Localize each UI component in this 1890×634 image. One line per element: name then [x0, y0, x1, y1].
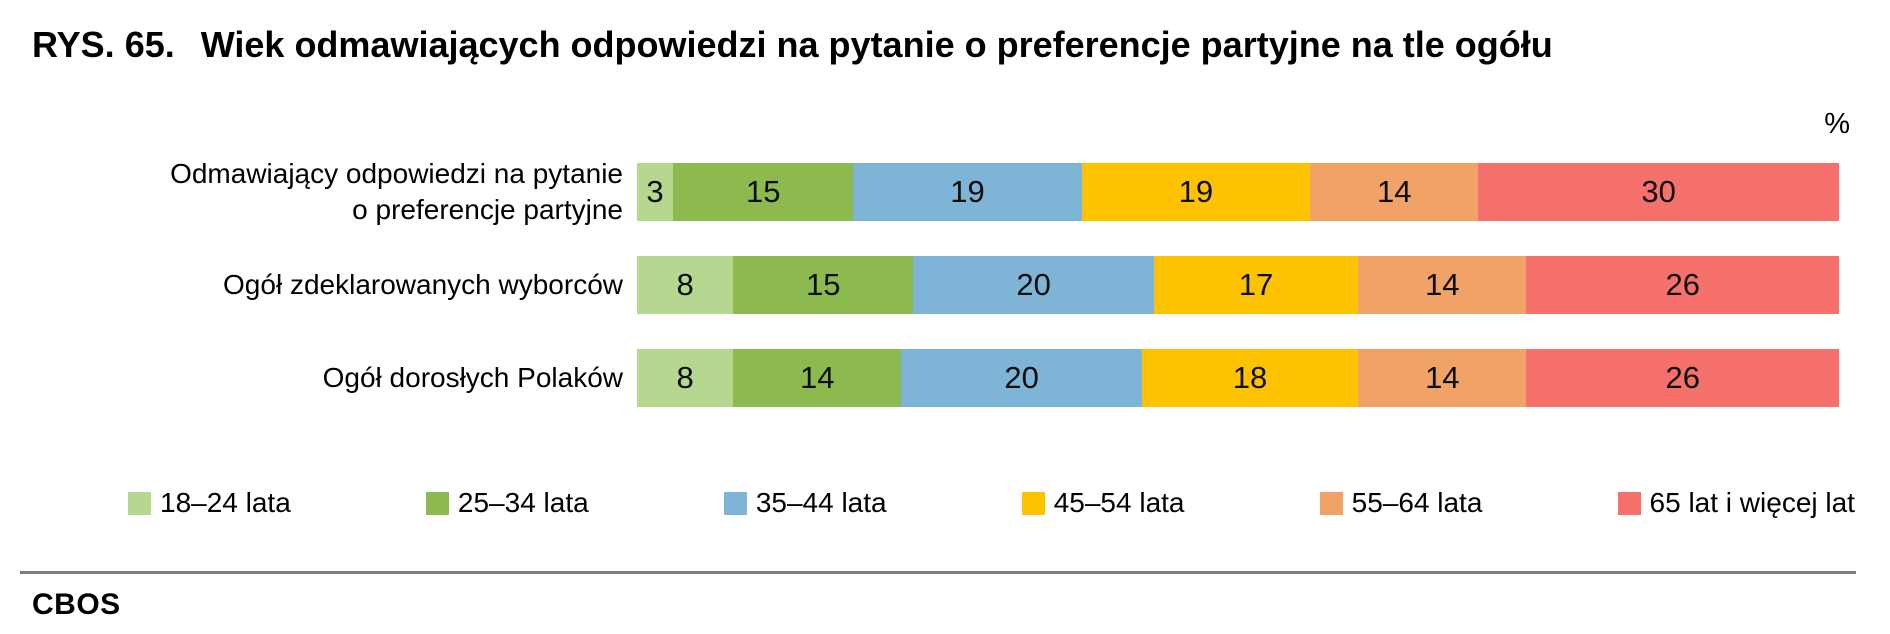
legend-swatch — [1319, 491, 1343, 515]
segment-value-label: 14 — [1425, 267, 1460, 302]
legend-label: 25–34 lata — [457, 487, 589, 518]
row-label: Ogół zdeklarowanych wyborców — [223, 269, 623, 301]
row-label: Ogół dorosłych Polaków — [322, 362, 623, 394]
bar-row: Odmawiający odpowiedzi na pytanie o pref… — [0, 158, 1890, 225]
segment-value-label: 19 — [950, 174, 985, 209]
bar-segment: 18 — [1141, 349, 1359, 407]
legend-label: 35–44 lata — [755, 487, 887, 518]
legend-item: 65 lat i więcej lat — [1617, 487, 1855, 519]
bar-segment: 14 — [1358, 256, 1527, 314]
bar-segment: 17 — [1153, 256, 1359, 314]
bar-segment: 15 — [673, 163, 854, 221]
title-text: Wiek odmawiających odpowiedzi na pytanie… — [200, 24, 1553, 65]
segment-value-label: 19 — [1178, 174, 1214, 209]
segment-value-label: 26 — [1665, 360, 1700, 395]
stacked-bar: 8 15 20 17 14 26 — [637, 256, 1839, 314]
footer-divider — [20, 571, 1856, 574]
row-label: Odmawiający odpowiedzi na pytanie o pref… — [170, 158, 623, 225]
bar-segment: 14 — [733, 349, 902, 407]
legend-item: 25–34 lata — [425, 487, 589, 519]
segment-value-label: 14 — [800, 360, 835, 395]
percent-unit-label: % — [1824, 108, 1850, 140]
segment-value-label: 30 — [1641, 174, 1676, 209]
segment-value-label: 14 — [1376, 174, 1412, 209]
bar-segment: 20 — [913, 256, 1154, 314]
bar-row: Ogół zdeklarowanych wyborców 8 15 20 17 14 26 — [0, 256, 1890, 314]
legend-item: 55–64 lata — [1319, 487, 1483, 519]
legend: 18–24 lata 25–34 lata 35–44 lata 45–54 lata… — [128, 487, 1855, 519]
segment-value-label: 15 — [806, 267, 841, 302]
legend-item: 18–24 lata — [128, 487, 291, 519]
segment-value-label: 3 — [646, 174, 664, 209]
bar-chart: Odmawiający odpowiedzi na pytanie o pref… — [0, 158, 1890, 442]
bar-segment: 26 — [1526, 349, 1839, 407]
segment-value-label: 8 — [676, 267, 694, 302]
stacked-bar: 3 15 19 19 14 30 — [637, 163, 1839, 221]
segment-value-label: 17 — [1238, 267, 1274, 302]
legend-label: 18–24 lata — [160, 487, 291, 518]
bar-segment: 26 — [1526, 256, 1839, 314]
bar-segment: 20 — [901, 349, 1142, 407]
legend-item: 45–54 lata — [1021, 487, 1185, 519]
segment-value-label: 20 — [1004, 360, 1039, 395]
legend-label: 45–54 lata — [1053, 487, 1185, 518]
segment-value-label: 14 — [1425, 360, 1460, 395]
legend-swatch — [128, 491, 151, 515]
brand-footer: CBOS — [32, 588, 121, 621]
legend-swatch — [723, 491, 747, 515]
segment-value-label: 26 — [1665, 267, 1700, 302]
bar-segment: 8 — [637, 256, 734, 314]
bar-segment: 15 — [733, 256, 914, 314]
legend-item: 35–44 lata — [723, 487, 887, 519]
legend-swatch — [1021, 491, 1045, 515]
bar-segment: 8 — [637, 349, 734, 407]
chart-title: RYS. 65. Wiek odmawiających odpowiedzi n… — [32, 24, 1553, 66]
bar-row: Ogół dorosłych Polaków 8 14 20 18 14 26 — [0, 349, 1890, 407]
legend-label: 55–64 lata — [1351, 487, 1483, 518]
bar-segment: 3 — [637, 163, 674, 221]
bar-segment: 19 — [1081, 163, 1311, 221]
bar-segment: 30 — [1478, 163, 1839, 221]
bar-segment: 19 — [853, 163, 1082, 221]
legend-swatch — [425, 491, 449, 515]
segment-value-label: 18 — [1232, 360, 1268, 395]
segment-value-label: 20 — [1016, 267, 1051, 302]
bar-segment: 14 — [1358, 349, 1527, 407]
stacked-bar: 8 14 20 18 14 26 — [637, 349, 1839, 407]
legend-swatch — [1617, 491, 1641, 515]
legend-label: 65 lat i więcej lat — [1649, 487, 1855, 518]
bar-segment: 14 — [1310, 163, 1479, 221]
segment-value-label: 8 — [676, 360, 694, 395]
segment-value-label: 15 — [745, 174, 781, 209]
title-prefix: RYS. 65. — [32, 24, 175, 65]
